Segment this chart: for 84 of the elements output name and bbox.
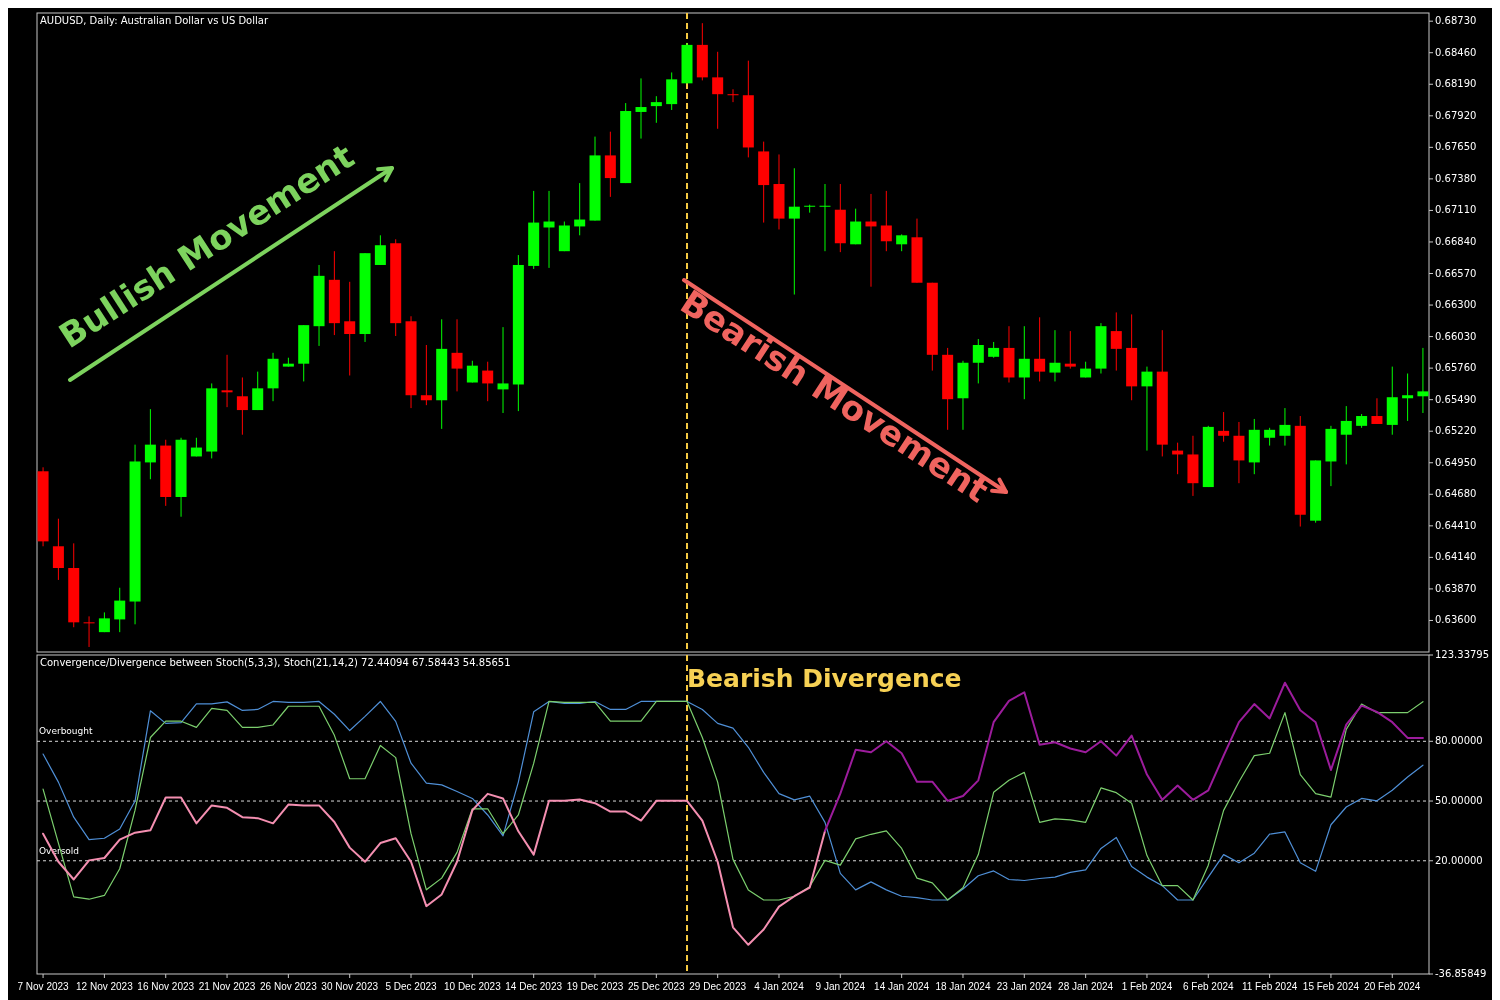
x-tick-label: 18 Jan 2024 [935, 981, 991, 992]
y-tick-label: 0.64680 [1435, 488, 1477, 500]
y-tick-label: 0.68190 [1435, 78, 1477, 90]
x-tick-label: 7 Nov 2023 [17, 981, 70, 992]
candlestick [635, 77, 647, 140]
candlestick [604, 131, 616, 198]
candlestick [712, 51, 724, 130]
y-tick-label: -36.85849 [1435, 968, 1487, 979]
candlestick [451, 318, 463, 392]
y-tick-label: 0.67650 [1435, 141, 1477, 153]
candlestick [1018, 325, 1030, 400]
candlestick [221, 354, 233, 408]
candlestick [497, 326, 509, 414]
ref-line-label: Overbought [39, 726, 93, 737]
y-tick-label: 0.64410 [1435, 519, 1477, 531]
candlestick [1034, 316, 1046, 382]
y-tick-label: 0.66030 [1435, 330, 1477, 342]
x-tick-label: 16 Nov 2023 [137, 981, 195, 992]
x-tick-label: 15 Feb 2024 [1302, 981, 1360, 992]
candlestick [1049, 329, 1061, 382]
x-tick-label: 9 Jan 2024 [815, 981, 866, 992]
x-tick-label: 10 Dec 2023 [444, 981, 502, 992]
y-tick-label: 0.66570 [1435, 267, 1477, 279]
y-tick-label: 0.63600 [1435, 614, 1477, 626]
y-tick-label: 0.64950 [1435, 456, 1477, 468]
candlestick [819, 183, 831, 252]
candlestick [52, 518, 64, 581]
y-tick-label: 0.64140 [1435, 551, 1477, 563]
candlestick [482, 361, 494, 402]
candlestick [374, 234, 386, 266]
candlestick [83, 615, 95, 648]
y-tick-label: 0.66300 [1435, 299, 1477, 311]
x-tick-label: 12 Nov 2023 [76, 981, 134, 992]
x-tick-label: 6 Feb 2024 [1182, 981, 1235, 992]
x-tick-label: 14 Dec 2023 [505, 981, 563, 992]
candlestick [880, 190, 892, 252]
y-tick-label: 0.67920 [1435, 109, 1477, 121]
x-tick-label: 14 Jan 2024 [874, 981, 930, 992]
candlestick [1141, 366, 1153, 452]
candlestick [727, 88, 739, 103]
chart-title: AUDUSD, Daily: Australian Dollar vs US Dollar [40, 15, 269, 26]
y-tick-label: 0.65220 [1435, 425, 1477, 437]
x-tick-label: 25 Dec 2023 [627, 981, 686, 992]
y-tick-label: 123.33795 [1435, 649, 1490, 660]
candlestick [114, 587, 126, 633]
x-tick-label: 23 Jan 2024 [996, 981, 1053, 992]
candlestick [420, 344, 432, 406]
x-tick-label: 19 Dec 2023 [566, 981, 624, 992]
x-tick-label: 4 Jan 2024 [754, 981, 805, 992]
y-tick-label: 0.65490 [1435, 393, 1477, 405]
x-tick-label: 11 Feb 2024 [1241, 981, 1298, 992]
candlestick [1218, 411, 1230, 443]
x-tick-label: 20 Feb 2024 [1364, 981, 1421, 992]
y-tick-label: 0.66840 [1435, 235, 1477, 247]
y-tick-label: 20.00000 [1435, 854, 1483, 866]
candlestick [1279, 407, 1291, 447]
y-tick-label: 0.63870 [1435, 582, 1477, 594]
candlestick [1402, 373, 1414, 422]
x-tick-label: 1 Feb 2024 [1121, 981, 1173, 992]
x-tick-label: 29 Dec 2023 [689, 981, 747, 992]
x-tick-label: 28 Jan 2024 [1058, 981, 1114, 992]
y-tick-label: 0.67380 [1435, 172, 1477, 184]
candlestick [144, 408, 156, 480]
candlestick [1371, 397, 1383, 425]
y-tick-label: 80.00000 [1435, 735, 1483, 747]
candlestick [1340, 405, 1352, 465]
y-tick-label: 0.67110 [1435, 204, 1477, 216]
x-tick-label: 26 Nov 2023 [260, 981, 318, 992]
y-tick-label: 0.65760 [1435, 362, 1477, 374]
x-tick-label: 5 Dec 2023 [385, 981, 438, 992]
x-tick-label: 30 Nov 2023 [321, 981, 379, 992]
x-tick-label: 21 Nov 2023 [198, 981, 256, 992]
candlestick [850, 208, 862, 245]
candlestick [1064, 330, 1076, 370]
candlestick [344, 281, 356, 376]
y-tick-label: 50.00000 [1435, 795, 1483, 807]
y-tick-label: 0.68460 [1435, 46, 1477, 58]
candlestick [236, 376, 248, 436]
candlestick [252, 371, 264, 411]
y-tick-label: 0.68730 [1435, 15, 1477, 27]
candlestick [650, 95, 662, 124]
candlestick [1110, 311, 1122, 372]
chart-title: Convergence/Divergence between Stoch(5,3,3), Stoch(21,14,2) 72.44094 67.58443 54.85651 [40, 657, 511, 668]
annotation: Bearish Divergence [687, 664, 962, 693]
